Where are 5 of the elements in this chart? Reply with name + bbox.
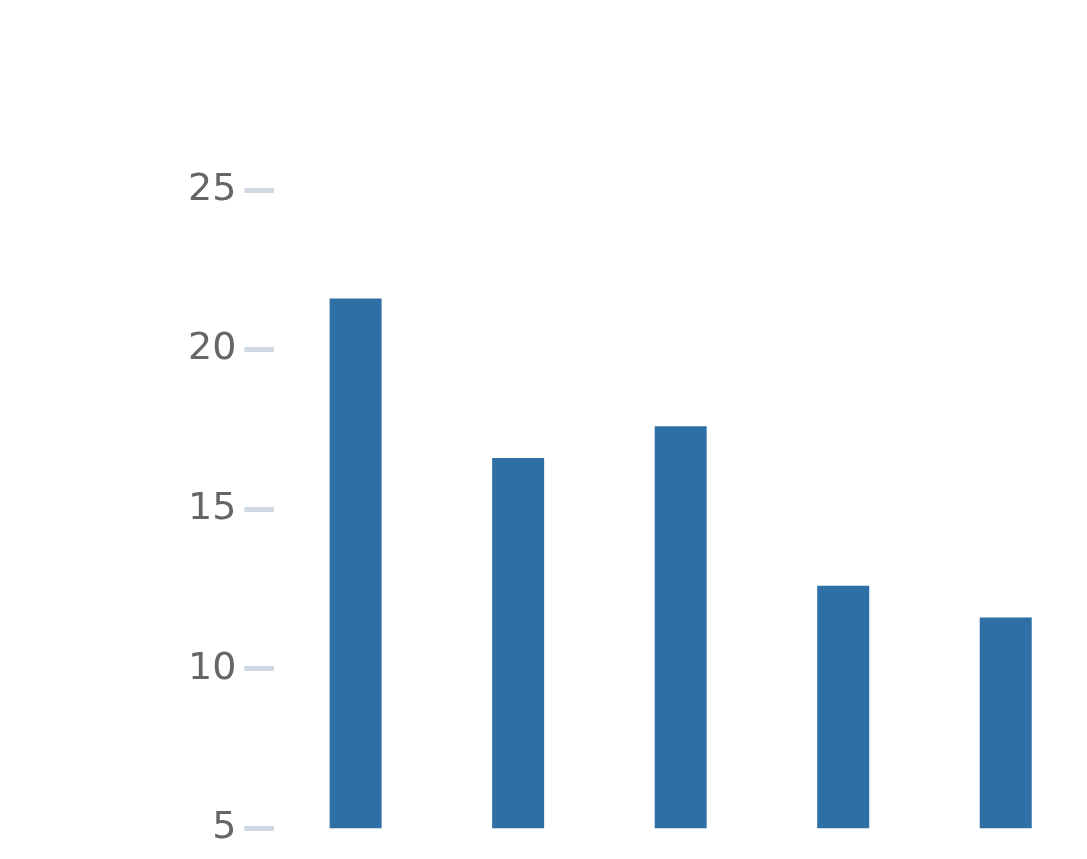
y-tick-label: 15 — [187, 483, 237, 528]
y-tick-label: 20 — [187, 324, 237, 369]
y-tick-label: 25 — [187, 164, 237, 209]
y-tick-label: 10 — [187, 643, 237, 688]
y-tick-label: 5 — [212, 803, 237, 848]
